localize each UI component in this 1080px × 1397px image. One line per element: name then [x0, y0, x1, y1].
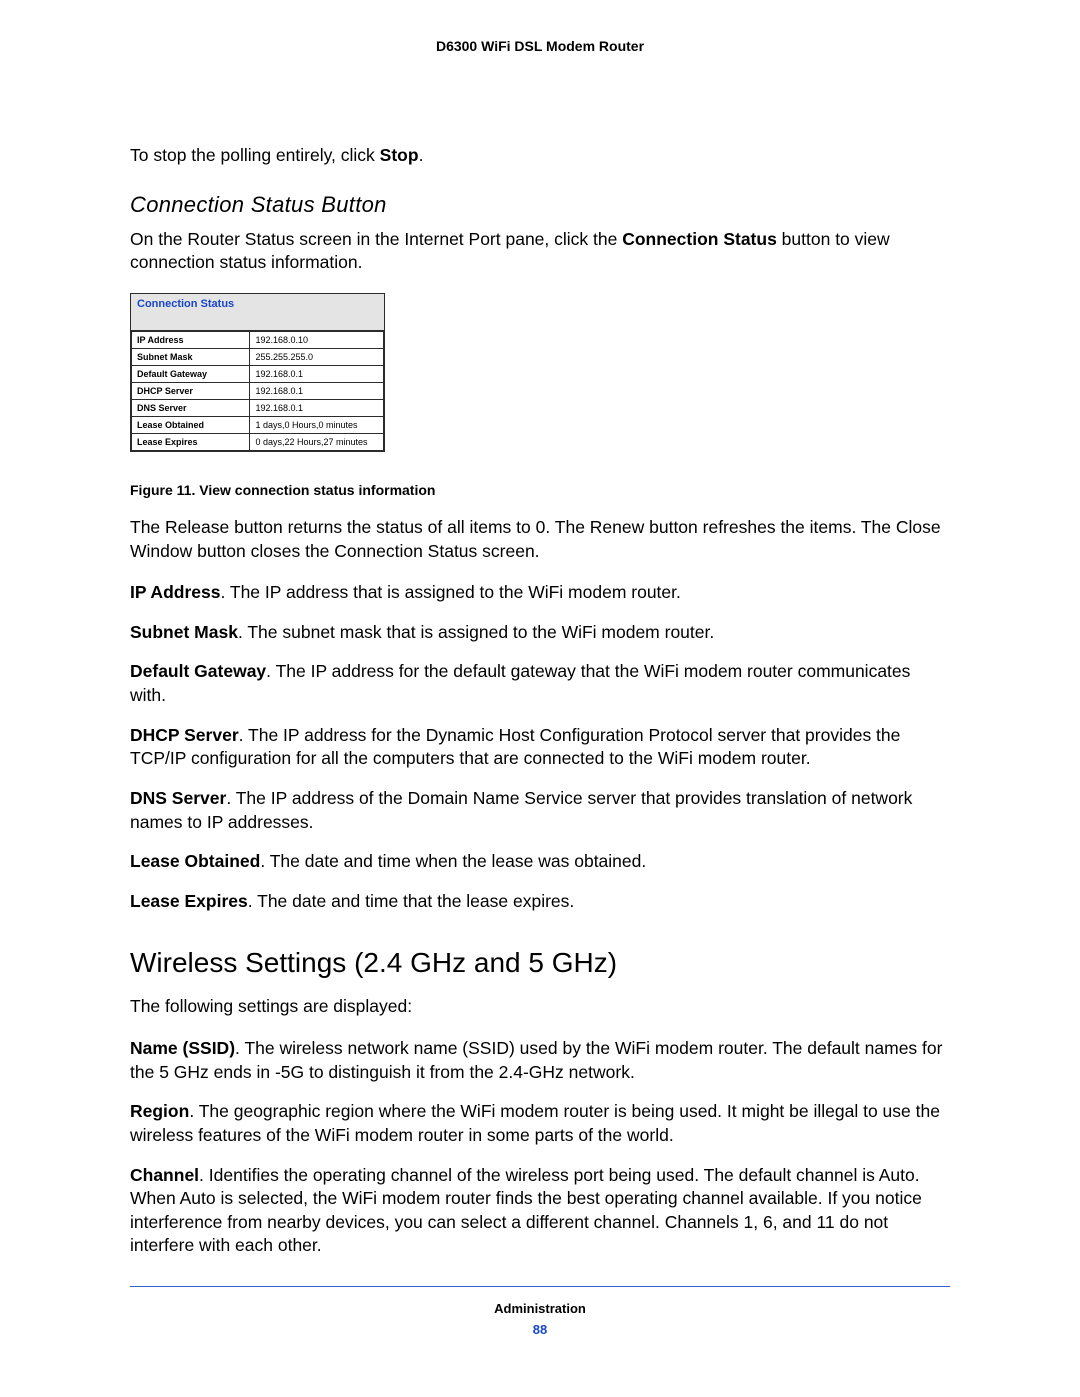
def-text: . The date and time when the lease was o… — [260, 851, 646, 871]
cs-key: Default Gateway — [132, 365, 250, 382]
csb-bold: Connection Status — [622, 229, 777, 249]
connection-status-panel: Connection Status IP Address192.168.0.10… — [130, 293, 385, 452]
csb-pre: On the Router Status screen in the Inter… — [130, 229, 622, 249]
release-paragraph: The Release button returns the status of… — [130, 516, 950, 563]
def-subnet-mask: Subnet Mask. The subnet mask that is ass… — [130, 621, 950, 645]
def-text: . Identifies the operating channel of th… — [130, 1165, 922, 1256]
stop-paragraph: To stop the polling entirely, click Stop… — [130, 144, 950, 168]
doc-header: D6300 WiFi DSL Modem Router — [130, 38, 950, 54]
table-row: DNS Server192.168.0.1 — [132, 399, 384, 416]
def-term: DNS Server — [130, 788, 226, 808]
cs-val: 1 days,0 Hours,0 minutes — [250, 416, 384, 433]
footer-section: Administration — [130, 1301, 950, 1316]
wifi-ssid: Name (SSID). The wireless network name (… — [130, 1037, 950, 1084]
table-row: Default Gateway192.168.0.1 — [132, 365, 384, 382]
cs-val: 255.255.255.0 — [250, 348, 384, 365]
csb-paragraph: On the Router Status screen in the Inter… — [130, 228, 950, 275]
cs-key: Lease Expires — [132, 433, 250, 450]
cs-val: 192.168.0.1 — [250, 382, 384, 399]
table-row: Lease Expires0 days,22 Hours,27 minutes — [132, 433, 384, 450]
def-term: Subnet Mask — [130, 622, 238, 642]
wifi-intro: The following settings are displayed: — [130, 995, 950, 1019]
cs-key: Lease Obtained — [132, 416, 250, 433]
def-term: DHCP Server — [130, 725, 239, 745]
def-default-gateway: Default Gateway. The IP address for the … — [130, 660, 950, 707]
def-text: . The IP address of the Domain Name Serv… — [130, 788, 912, 832]
def-text: . The subnet mask that is assigned to th… — [238, 622, 714, 642]
figure-caption: Figure 11. View connection status inform… — [130, 482, 950, 498]
wifi-region: Region. The geographic region where the … — [130, 1100, 950, 1147]
wifi-channel: Channel. Identifies the operating channe… — [130, 1164, 950, 1259]
def-text: . The wireless network name (SSID) used … — [130, 1038, 942, 1082]
heading-wireless-settings: Wireless Settings (2.4 GHz and 5 GHz) — [130, 947, 950, 979]
def-term: Lease Expires — [130, 891, 248, 911]
connection-status-title: Connection Status — [131, 294, 384, 331]
def-dhcp-server: DHCP Server. The IP address for the Dyna… — [130, 724, 950, 771]
table-row: Subnet Mask255.255.255.0 — [132, 348, 384, 365]
stop-pre: To stop the polling entirely, click — [130, 145, 380, 165]
cs-key: DNS Server — [132, 399, 250, 416]
heading-connection-status-button: Connection Status Button — [130, 192, 950, 218]
cs-val: 192.168.0.1 — [250, 365, 384, 382]
cs-key: IP Address — [132, 331, 250, 348]
def-text: . The IP address that is assigned to the… — [220, 582, 680, 602]
def-dns-server: DNS Server. The IP address of the Domain… — [130, 787, 950, 834]
def-lease-expires: Lease Expires. The date and time that th… — [130, 890, 950, 914]
table-row: Lease Obtained1 days,0 Hours,0 minutes — [132, 416, 384, 433]
def-term: Channel — [130, 1165, 199, 1185]
def-ip-address: IP Address. The IP address that is assig… — [130, 581, 950, 605]
cs-val: 0 days,22 Hours,27 minutes — [250, 433, 384, 450]
footer-page-number: 88 — [130, 1322, 950, 1337]
def-term: IP Address — [130, 582, 220, 602]
def-term: Region — [130, 1101, 189, 1121]
cs-key: Subnet Mask — [132, 348, 250, 365]
def-text: . The date and time that the lease expir… — [248, 891, 575, 911]
cs-key: DHCP Server — [132, 382, 250, 399]
def-term: Default Gateway — [130, 661, 266, 681]
connection-status-table: IP Address192.168.0.10 Subnet Mask255.25… — [131, 331, 384, 451]
def-term: Name (SSID) — [130, 1038, 235, 1058]
stop-bold: Stop — [380, 145, 419, 165]
def-text: . The geographic region where the WiFi m… — [130, 1101, 940, 1145]
stop-post: . — [419, 145, 424, 165]
def-text: . The IP address for the Dynamic Host Co… — [130, 725, 900, 769]
table-row: DHCP Server192.168.0.1 — [132, 382, 384, 399]
page-footer: Administration 88 — [130, 1286, 950, 1337]
def-lease-obtained: Lease Obtained. The date and time when t… — [130, 850, 950, 874]
table-row: IP Address192.168.0.10 — [132, 331, 384, 348]
def-term: Lease Obtained — [130, 851, 260, 871]
cs-val: 192.168.0.10 — [250, 331, 384, 348]
cs-val: 192.168.0.1 — [250, 399, 384, 416]
